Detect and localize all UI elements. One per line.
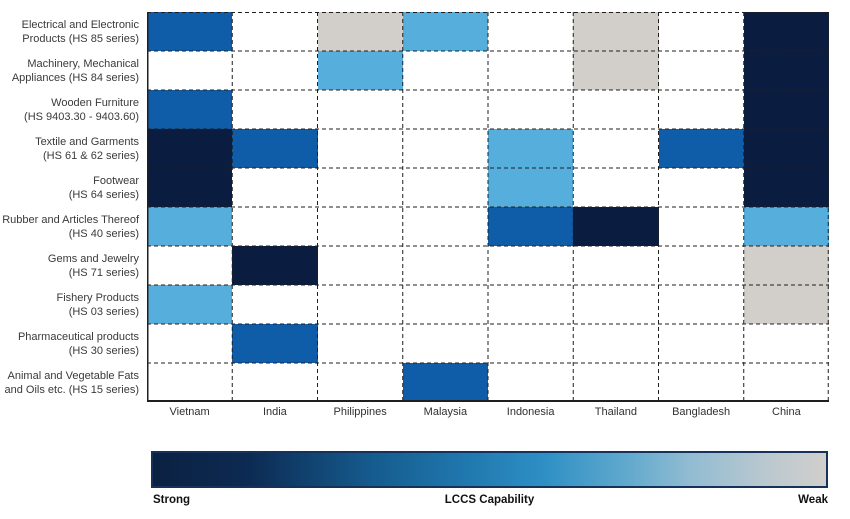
- heatmap-cell-indonesia-row6: [488, 207, 574, 246]
- heatmap-cell-thailand-row6: [573, 207, 659, 246]
- heatmap-cell-china-row1: [743, 12, 829, 51]
- heatmap-cell-china-row5: [743, 168, 829, 207]
- heatmap-cell-philippines-row2: [317, 51, 403, 90]
- row-label: Wooden Furniture (HS 9403.30 - 9403.60): [24, 96, 139, 123]
- heatmap-cell-india-row7: [232, 246, 318, 285]
- legend-labels: Strong LCCS Capability Weak: [151, 494, 828, 509]
- heatmap-cell-china-row7: [743, 246, 829, 285]
- heatmap-cell-vietnam-row1: [147, 12, 233, 51]
- row-label: Pharmaceutical products (HS 30 series): [17, 330, 139, 357]
- x-axis-labels: Vietnam India Philippines Malaysia Indonesia…: [147, 406, 829, 422]
- heatmap-cell-china-row4: [743, 129, 829, 168]
- heatmap-cell-vietnam-row5: [147, 168, 233, 207]
- heatmap-cell-indonesia-row4: [488, 129, 574, 168]
- row-label: Fishery Products (HS 03 series): [56, 291, 139, 318]
- heatmap-cells: [147, 12, 829, 402]
- column-label: Indonesia: [506, 406, 555, 418]
- heatmap-cell-china-row6: [743, 207, 829, 246]
- heatmap-cell-india-row9: [232, 324, 318, 363]
- row-label: Electrical and Electronic Products (HS 85…: [21, 18, 139, 45]
- heatmap-cell-bangladesh-row4: [658, 129, 744, 168]
- heatmap-cell-vietnam-row3: [147, 90, 233, 129]
- legend-gradient-bar: [151, 451, 828, 488]
- legend-weak-label: Weak: [798, 494, 828, 506]
- heatmap-cell-thailand-row2: [573, 51, 659, 90]
- row-label: Rubber and Articles Thereof (HS 40 series…: [2, 213, 139, 240]
- heatmap-cell-thailand-row1: [573, 12, 659, 51]
- row-label: Gems and Jewelry (HS 71 series): [47, 252, 139, 279]
- heatmap-cell-china-row3: [743, 90, 829, 129]
- heatmap-cell-china-row2: [743, 51, 829, 90]
- heatmap-cell-malaysia-row10: [402, 363, 488, 402]
- heatmap-plot: [147, 12, 829, 402]
- row-label: Textile and Garments (HS 61 & 62 series): [35, 135, 139, 162]
- row-label: Machinery, Mechanical Appliances (HS 84 s…: [11, 57, 139, 84]
- legend-strong-label: Strong: [153, 494, 191, 506]
- column-label: India: [262, 406, 287, 418]
- heatmap-cell-malaysia-row1: [402, 12, 488, 51]
- column-label: Malaysia: [423, 406, 468, 418]
- column-label: Philippines: [333, 406, 387, 418]
- column-label: Vietnam: [169, 406, 210, 418]
- column-label: Bangladesh: [672, 406, 731, 418]
- column-label: Thailand: [594, 406, 637, 418]
- heatmap-cell-india-row4: [232, 129, 318, 168]
- legend-title: LCCS Capability: [444, 494, 535, 506]
- column-label: China: [772, 406, 801, 418]
- heatmap-cell-china-row8: [743, 285, 829, 324]
- row-label: Footwear (HS 64 series): [68, 174, 139, 201]
- y-axis-labels: Electrical and Electronic Products (HS 85…: [0, 12, 143, 402]
- heatmap-cell-philippines-row1: [317, 12, 403, 51]
- heatmap-cell-vietnam-row4: [147, 129, 233, 168]
- gridlines: [147, 12, 829, 402]
- row-label: Animal and Vegetable Fats and Oils etc. (…: [4, 369, 140, 396]
- heatmap-cell-vietnam-row6: [147, 207, 233, 246]
- heatmap-cell-vietnam-row8: [147, 285, 233, 324]
- heatmap-cell-indonesia-row5: [488, 168, 574, 207]
